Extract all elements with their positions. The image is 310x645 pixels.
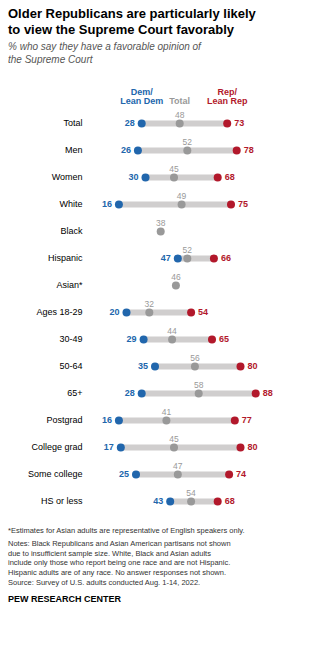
svg-text:75: 75 [238,200,248,210]
svg-text:30: 30 [128,173,138,183]
html-text:% who say they have a favorabl: % who say they have a favorable opinion … [8,41,201,65]
svg-text:68: 68 [225,173,235,183]
svg-text:80: 80 [248,443,258,453]
svg-text:29: 29 [127,335,137,345]
svg-text:College grad: College grad [31,443,82,453]
svg-text:30-49: 30-49 [59,335,82,345]
svg-text:16: 16 [102,200,112,210]
html-text:Older Republicans are particul: Older Republicans are particularly likel… [8,6,256,37]
svg-text:28: 28 [125,119,135,129]
svg-text:35: 35 [138,362,148,372]
svg-text:65+: 65+ [67,389,82,399]
svg-text:54: 54 [198,308,208,318]
svg-text:48: 48 [175,110,185,120]
svg-text:HS or less: HS or less [41,497,83,507]
svg-text:Black: Black [60,227,83,237]
svg-text:Dem/Lean Dem: Dem/Lean Dem [120,87,163,106]
svg-text:45: 45 [169,164,179,174]
svg-text:Ages 18-29: Ages 18-29 [36,308,82,318]
svg-text:73: 73 [234,119,244,129]
svg-text:Hispanic: Hispanic [48,254,83,264]
svg-text:54: 54 [186,488,196,498]
svg-text:50-64: 50-64 [59,362,82,372]
svg-text:25: 25 [119,470,129,480]
html-text:Notes: Black Republicans and A: Notes: Black Republicans and Asian Ameri… [8,538,231,587]
svg-text:Rep/Lean Rep: Rep/Lean Rep [207,87,248,106]
svg-text:68: 68 [225,497,235,507]
svg-text:Women: Women [52,173,83,183]
svg-text:65: 65 [219,335,229,345]
svg-text:45: 45 [169,434,179,444]
svg-text:28: 28 [125,389,135,399]
svg-text:46: 46 [171,272,181,282]
svg-text:78: 78 [244,146,254,156]
svg-text:41: 41 [162,407,172,417]
svg-text:Postgrad: Postgrad [46,416,82,426]
svg-text:77: 77 [242,416,252,426]
svg-text:66: 66 [221,254,231,264]
html-text:*Estimates for Asian adults ar: *Estimates for Asian adults are represen… [8,526,245,536]
svg-text:White: White [59,200,82,210]
svg-text:47: 47 [161,254,171,264]
svg-text:Total: Total [169,96,190,106]
svg-text:38: 38 [156,218,166,228]
svg-text:74: 74 [236,470,246,480]
svg-text:43: 43 [153,497,163,507]
svg-text:Some college: Some college [28,470,83,480]
svg-text:20: 20 [109,308,119,318]
svg-text:Total: Total [63,119,82,129]
svg-text:58: 58 [194,380,204,390]
svg-text:52: 52 [183,245,193,255]
svg-text:80: 80 [248,362,258,372]
svg-text:88: 88 [263,389,273,399]
svg-text:44: 44 [167,326,177,336]
html-text:PEW RESEARCH CENTER: PEW RESEARCH CENTER [8,593,121,604]
svg-text:26: 26 [121,146,131,156]
svg-text:Asian*: Asian* [56,281,83,291]
svg-text:47: 47 [173,461,183,471]
svg-text:56: 56 [190,353,200,363]
svg-text:Men: Men [65,146,83,156]
svg-text:17: 17 [104,443,114,453]
svg-text:32: 32 [145,299,155,309]
svg-text:16: 16 [102,416,112,426]
svg-text:52: 52 [183,137,193,147]
svg-text:49: 49 [177,191,187,201]
